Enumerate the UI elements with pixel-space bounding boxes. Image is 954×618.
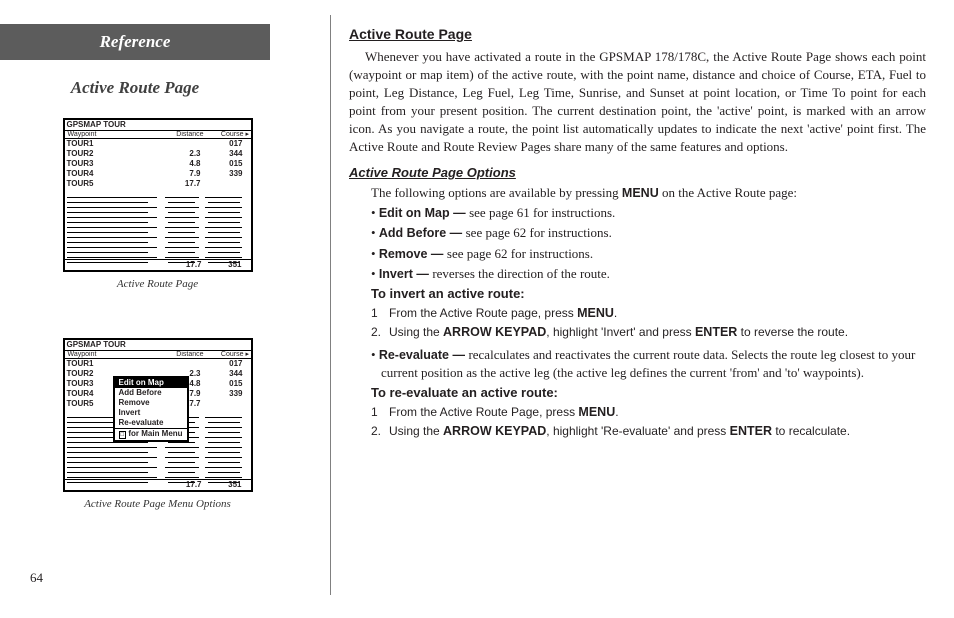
col-arrow: ▸	[245, 131, 251, 138]
option-line: • Invert — reverses the direction of the…	[371, 265, 926, 283]
screenshot-2-frame: GPSMAP TOUR Waypoint Distance Course ▸ T…	[63, 338, 253, 492]
reference-subtitle: Active Route Page	[0, 78, 270, 98]
options-intro: The following options are available by p…	[371, 184, 926, 202]
menu-key: MENU	[622, 186, 659, 200]
table-row	[65, 189, 251, 199]
option-line: • Add Before — see page 62 for instructi…	[371, 224, 926, 242]
table-row	[65, 219, 251, 229]
table-row: TOUR517.7	[65, 179, 251, 189]
foot-course: 351	[228, 260, 241, 269]
col-course: Course	[205, 351, 245, 358]
reeval-step-1: 1 From the Active Route Page, press MENU…	[371, 404, 926, 421]
screenshot-1-frame: GPSMAP TOUR Waypoint Distance Course ▸ T…	[63, 118, 253, 272]
invert-step-2: 2. Using the ARROW KEYPAD, highlight 'In…	[371, 324, 926, 341]
reference-banner: Reference	[0, 24, 270, 60]
col-waypoint: Waypoint	[67, 131, 163, 138]
intro-paragraph: Whenever you have activated a route in t…	[349, 48, 926, 156]
table-row: TOUR1017	[65, 139, 251, 149]
to-reevaluate-heading: To re-evaluate an active route:	[371, 384, 926, 402]
col-distance: Distance	[163, 131, 205, 138]
foot-course: 351	[228, 480, 241, 489]
table-row	[65, 199, 251, 209]
option-line: • Edit on Map — see page 61 for instruct…	[371, 204, 926, 222]
col-arrow: ▸	[245, 351, 251, 358]
table-row: TOUR22.3344	[65, 149, 251, 159]
table-row	[65, 459, 251, 469]
menu-footer: □ for Main Menu	[115, 428, 187, 440]
menu-item: Re-evaluate	[115, 418, 187, 428]
menu-item: Invert	[115, 408, 187, 418]
screenshot-2: GPSMAP TOUR Waypoint Distance Course ▸ T…	[63, 338, 253, 510]
screenshot-2-header: Waypoint Distance Course ▸	[65, 351, 251, 359]
reevaluate-option: • Re-evaluate — recalculates and reactiv…	[371, 346, 926, 382]
foot-dist: 17.7	[186, 480, 202, 489]
screenshot-1-title: GPSMAP TOUR	[65, 120, 251, 131]
screenshot-2-title: GPSMAP TOUR	[65, 340, 251, 351]
table-row	[65, 239, 251, 249]
foot-dist: 17.7	[186, 260, 202, 269]
col-distance: Distance	[163, 351, 205, 358]
menu-item: Remove	[115, 398, 187, 408]
right-column: Active Route Page Whenever you have acti…	[331, 0, 954, 618]
left-column: Reference Active Route Page GPSMAP TOUR …	[0, 0, 330, 618]
table-row: TOUR1017	[65, 359, 251, 369]
table-row	[65, 449, 251, 459]
screenshot-1-caption: Active Route Page	[63, 278, 253, 290]
screenshot-1: GPSMAP TOUR Waypoint Distance Course ▸ T…	[63, 118, 253, 290]
to-invert-heading: To invert an active route:	[371, 285, 926, 303]
option-line: • Remove — see page 62 for instructions.	[371, 245, 926, 263]
table-row	[65, 249, 251, 259]
table-row: TOUR34.8015	[65, 159, 251, 169]
col-waypoint: Waypoint	[67, 351, 163, 358]
section-heading: Active Route Page	[349, 25, 926, 44]
col-course: Course	[205, 131, 245, 138]
menu-item: Edit on Map	[115, 378, 187, 388]
table-row	[65, 209, 251, 219]
options-heading: Active Route Page Options	[349, 164, 926, 182]
screenshot-2-caption: Active Route Page Menu Options	[63, 498, 253, 510]
menu-item: Add Before	[115, 388, 187, 398]
screenshot-1-rows: TOUR1017TOUR22.3344TOUR34.8015TOUR47.933…	[65, 139, 251, 259]
reeval-step-2: 2. Using the ARROW KEYPAD, highlight 'Re…	[371, 423, 926, 440]
table-row	[65, 229, 251, 239]
screenshot-menu: Edit on MapAdd BeforeRemoveInvertRe-eval…	[113, 376, 189, 442]
table-row	[65, 469, 251, 479]
options-list: • Edit on Map — see page 61 for instruct…	[349, 204, 926, 283]
page-number: 64	[30, 570, 43, 586]
table-row: TOUR47.9339	[65, 169, 251, 179]
page: Reference Active Route Page GPSMAP TOUR …	[0, 0, 954, 618]
invert-step-1: 1 From the Active Route page, press MENU…	[371, 305, 926, 322]
screenshot-1-header: Waypoint Distance Course ▸	[65, 131, 251, 139]
